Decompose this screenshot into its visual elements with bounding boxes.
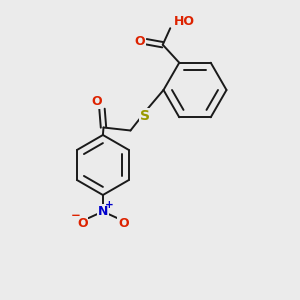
Text: O: O bbox=[118, 217, 129, 230]
Text: O: O bbox=[91, 95, 102, 108]
Text: HO: HO bbox=[174, 15, 195, 28]
Text: O: O bbox=[77, 217, 88, 230]
Text: O: O bbox=[134, 34, 145, 48]
Text: S: S bbox=[140, 109, 150, 123]
Text: N: N bbox=[98, 205, 108, 218]
Text: +: + bbox=[104, 200, 113, 211]
Text: −: − bbox=[71, 209, 81, 222]
